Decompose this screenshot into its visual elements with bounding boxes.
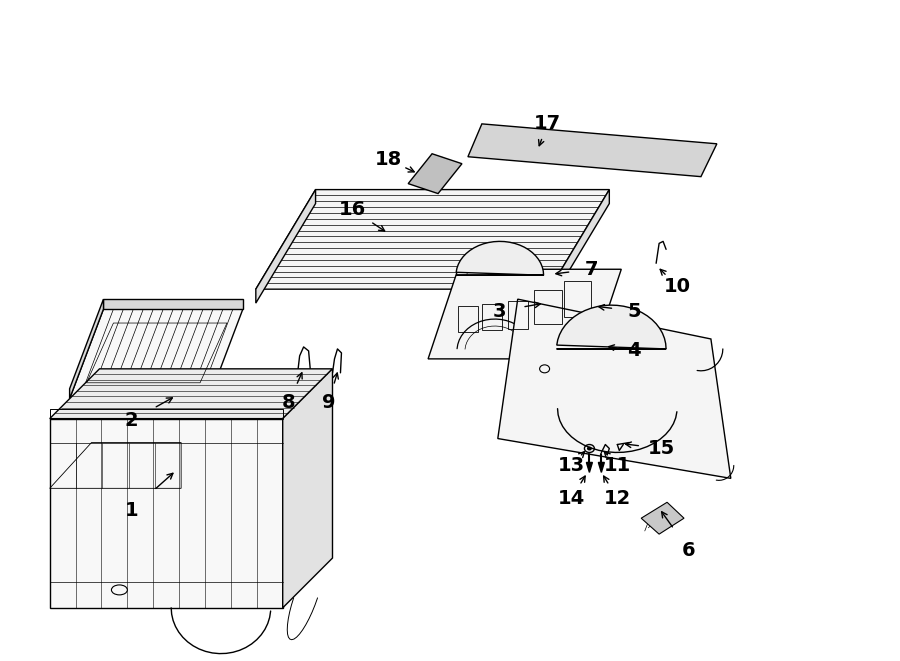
Text: 17: 17	[534, 114, 562, 134]
Polygon shape	[550, 190, 609, 303]
Text: 12: 12	[604, 488, 631, 508]
Text: 4: 4	[627, 342, 641, 360]
Text: 13: 13	[558, 456, 585, 475]
Polygon shape	[256, 190, 316, 303]
Polygon shape	[69, 309, 243, 399]
Polygon shape	[641, 502, 684, 534]
Text: 3: 3	[493, 301, 507, 321]
Text: 10: 10	[663, 277, 690, 295]
Polygon shape	[69, 299, 104, 399]
Polygon shape	[104, 299, 243, 309]
Text: 5: 5	[627, 301, 641, 321]
Polygon shape	[468, 124, 717, 176]
Polygon shape	[556, 305, 666, 349]
Polygon shape	[50, 418, 283, 608]
Text: 7: 7	[585, 260, 598, 279]
Text: 2: 2	[124, 411, 139, 430]
Polygon shape	[587, 463, 592, 473]
Polygon shape	[409, 154, 462, 194]
Polygon shape	[256, 190, 609, 289]
Polygon shape	[283, 369, 332, 608]
Text: 1: 1	[124, 501, 139, 520]
Text: 9: 9	[322, 393, 336, 412]
Text: 8: 8	[282, 393, 295, 412]
Polygon shape	[598, 463, 604, 473]
Text: 14: 14	[558, 488, 585, 508]
Text: 6: 6	[682, 541, 696, 560]
Polygon shape	[50, 369, 332, 418]
Ellipse shape	[587, 447, 592, 451]
Text: 15: 15	[647, 439, 675, 458]
Text: 16: 16	[338, 200, 366, 219]
Polygon shape	[498, 299, 731, 479]
Text: 11: 11	[604, 456, 631, 475]
Polygon shape	[428, 269, 621, 359]
Polygon shape	[456, 241, 544, 275]
Text: 18: 18	[374, 150, 402, 169]
